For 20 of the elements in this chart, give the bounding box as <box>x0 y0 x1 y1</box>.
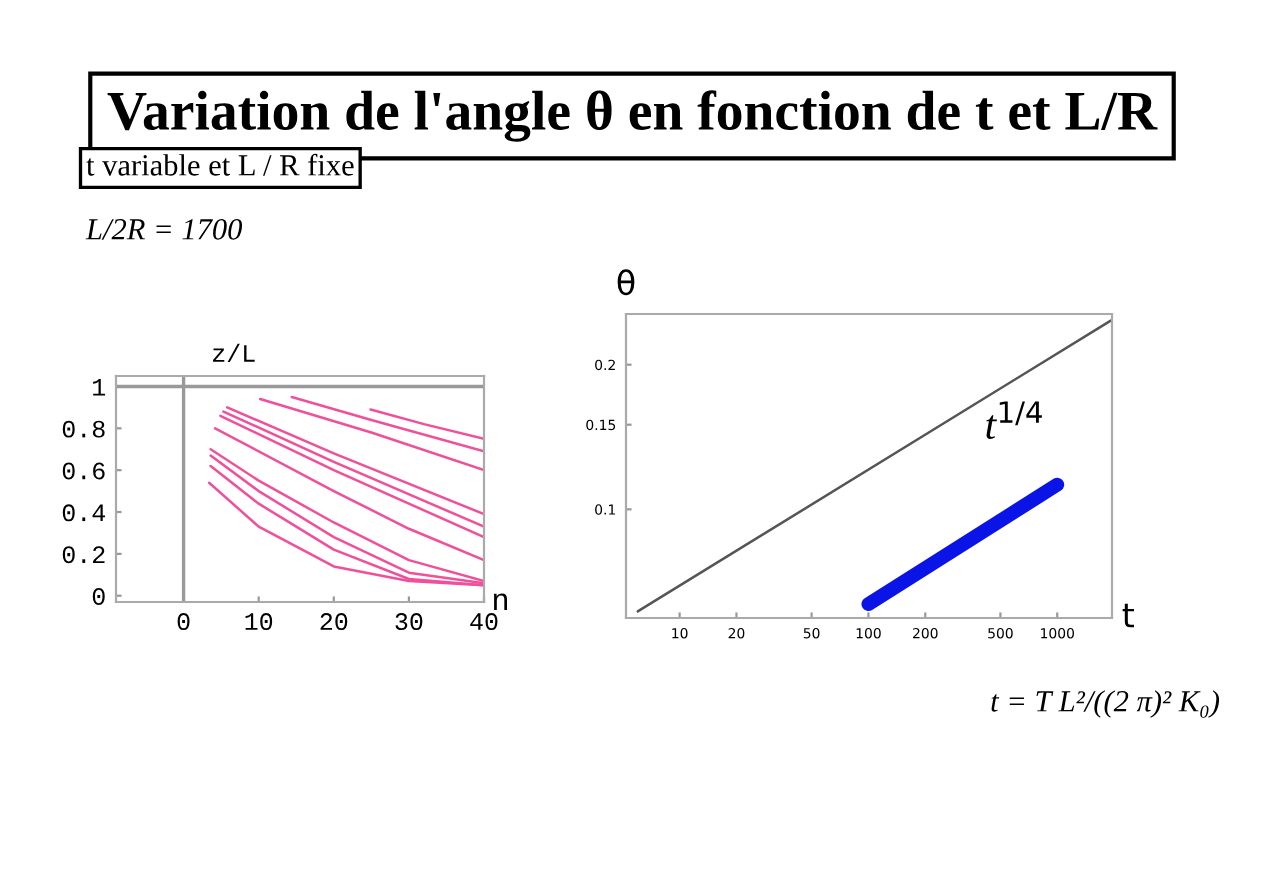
x-tick-label: 30 <box>395 613 423 631</box>
x-tick-label: 20 <box>320 613 348 631</box>
y-tick-label: 1 <box>93 379 106 396</box>
y-axis-title: z/L <box>213 343 255 363</box>
y-tick-label: 0 <box>92 588 105 606</box>
text: t = T L²/((2 π)² K₀) <box>991 690 1220 718</box>
y-tick-label: 0.2 <box>62 546 105 564</box>
y-tick-label: 0.8 <box>62 420 105 438</box>
chart-subtitle: t variable et L / R fixe <box>86 153 354 176</box>
text: Variation de l'angle θ en fonction de t et L/R <box>107 90 1158 142</box>
y-axis-title: θ <box>617 269 635 296</box>
x-tick-label: 10 <box>245 613 273 631</box>
y-tick-label: 0.4 <box>62 504 106 522</box>
annotation: t$^{1/4}$ <box>986 401 1042 440</box>
x-tick-label: 0 <box>177 613 190 631</box>
x-axis-title: t <box>1122 603 1134 628</box>
x-tick-label: 40 <box>470 613 498 631</box>
text: L/2R = 1700 <box>85 219 243 240</box>
y-tick-label: 0.6 <box>62 462 105 480</box>
x-axis-title: n <box>494 593 508 610</box>
